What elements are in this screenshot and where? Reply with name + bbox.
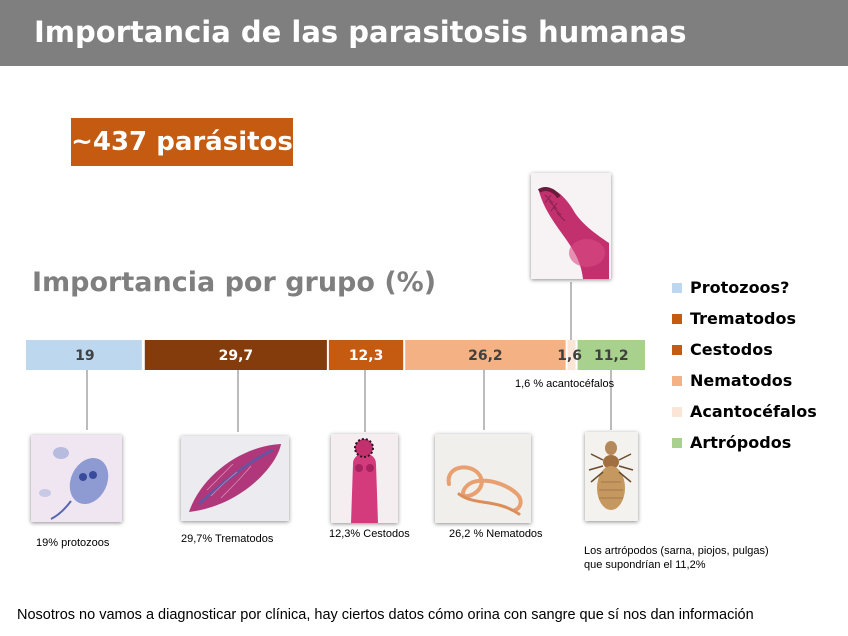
- legend-label: Nematodos: [690, 371, 793, 390]
- annotation-acantocefalos: 1,6 % acantocéfalos: [515, 378, 615, 390]
- legend-item-nematodos: Nematodos: [672, 365, 817, 396]
- caption-artropodos-line1: Los artrópodos (sarna, piojos, pulgas): [584, 545, 769, 557]
- connector-lines: [86, 282, 612, 432]
- legend-label: Cestodos: [690, 340, 773, 359]
- bar-segment-cestodos: [328, 340, 404, 370]
- bar-segments: [26, 340, 645, 370]
- caption-cestodos: 12,3% Cestodos: [329, 528, 410, 540]
- legend-swatch: [672, 344, 682, 355]
- legend-item-cestodos: Cestodos: [672, 334, 817, 365]
- legend-swatch: [672, 282, 682, 293]
- bar-segment-trematodos: [144, 340, 327, 370]
- protozoa-photo: [31, 435, 122, 522]
- legend-label: Trematodos: [690, 309, 796, 328]
- legend-swatch: [672, 313, 682, 324]
- bar-segment-acantocfalos: [567, 340, 576, 370]
- bar-value-labels: 19 29,7 12,3 26,2 1,6 11,2: [75, 348, 628, 364]
- legend-swatch: [672, 375, 682, 386]
- legend-item-artropodos: Artrópodos: [672, 427, 817, 458]
- acanthocephalan-photo: [531, 173, 611, 279]
- legend-label: Protozoos?: [690, 278, 790, 297]
- legend-item-protozoos: Protozoos?: [672, 272, 817, 303]
- legend-swatch: [672, 437, 682, 448]
- trematode-photo: [181, 436, 289, 521]
- cestode-photo: [331, 434, 398, 523]
- bar-value-label-cestodos: 12,3: [349, 348, 384, 364]
- bar-segment-nematodos: [405, 340, 566, 370]
- footer-note: Nosotros no vamos a diagnosticar por clí…: [17, 607, 754, 623]
- nematode-photo: [435, 434, 531, 523]
- page-title: Importancia de las parasitosis humanas: [34, 15, 687, 49]
- bar-segment-artrpodos: [577, 340, 645, 370]
- chart-legend: Protozoos? Trematodos Cestodos Nematodos…: [672, 272, 817, 458]
- arthropod-photo: [585, 432, 638, 521]
- bar-value-label-artrpodos: 11,2: [594, 348, 629, 364]
- bar-value-label-acantocfalos: 1,6: [557, 348, 582, 364]
- bar-value-label-trematodos: 29,7: [219, 348, 254, 364]
- bar-value-label-protozoos: 19: [75, 348, 94, 364]
- legend-label: Artrópodos: [690, 433, 792, 452]
- legend-item-acantocefalos: Acantocéfalos: [672, 396, 817, 427]
- header-bar: Importancia de las parasitosis humanas: [0, 0, 848, 66]
- caption-nematodos: 26,2 % Nematodos: [449, 528, 543, 540]
- bar-segment-protozoos: [26, 340, 142, 370]
- bar-value-label-nematodos: 26,2: [468, 348, 503, 364]
- total-parasites-badge: ~437 parásitos: [71, 118, 293, 166]
- legend-item-trematodos: Trematodos: [672, 303, 817, 334]
- legend-swatch: [672, 406, 682, 417]
- caption-trematodos: 29,7% Trematodos: [181, 533, 274, 545]
- caption-protozoos: 19% protozoos: [36, 537, 110, 549]
- chart-title: Importancia por grupo (%): [32, 267, 437, 298]
- caption-artropodos-line2: que supondrían el 11,2%: [584, 559, 706, 571]
- legend-label: Acantocéfalos: [690, 402, 817, 421]
